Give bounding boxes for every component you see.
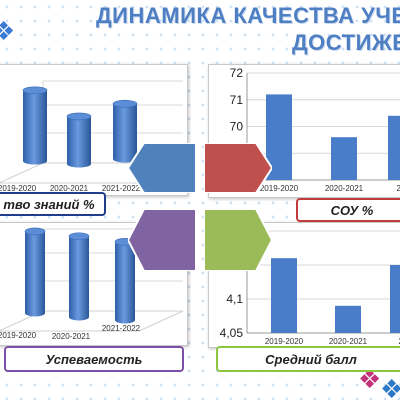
x-tick-label: 2019-2020 — [260, 184, 299, 193]
page-title: ДИНАМИКА КАЧЕСТВА УЧЕБ ДОСТИЖЕ — [96, 2, 400, 56]
bar-2020-2021 — [69, 236, 89, 321]
x-tick-label: 20 — [397, 184, 400, 193]
bar-top — [66, 112, 92, 121]
bar-top — [24, 227, 46, 236]
x-tick-label: 20 — [399, 337, 400, 346]
tick-label: 2019-2020 — [0, 184, 37, 193]
bar-2020-2021 — [335, 305, 361, 333]
tick-label: 2019-2020 — [0, 331, 37, 340]
tick-label: 2020-2021 — [52, 332, 91, 341]
bar-2021-2022 — [388, 115, 400, 180]
puzzle-piece-icon-bottom-right: ❖ — [358, 364, 382, 394]
bar-top — [112, 99, 138, 108]
chart-floor — [0, 310, 184, 332]
bar-2020-2021 — [331, 137, 357, 180]
label-sou: СОУ % — [296, 198, 400, 222]
label-progress: Успеваемость — [4, 346, 184, 372]
arrow-right-up-icon — [204, 143, 272, 193]
chart-progress-svg: 2019-2020 2020-2021 2021-2022 — [0, 227, 184, 341]
bar-2021-2022 — [390, 265, 400, 333]
y-tick-label: 4,1 — [226, 292, 243, 306]
tick-label: 2020-2021 — [50, 184, 89, 193]
y-tick-label: 70 — [230, 120, 244, 134]
bar-2020-2021 — [67, 116, 91, 168]
puzzle-piece-icon-bottom-right-2: ❖ — [380, 374, 400, 404]
tick-label: 2021-2022 — [102, 184, 141, 193]
bar-2021-2022 — [115, 241, 135, 324]
bar-top — [22, 86, 48, 95]
chart-panel-quality: 2019-2020 2020-2021 2021-2022 — [0, 64, 188, 196]
chart-quality-svg: 2019-2020 2020-2021 2021-2022 — [0, 80, 184, 193]
arrow-right-down-icon — [204, 209, 272, 271]
y-tick-label: 4,05 — [220, 326, 244, 340]
label-avg: Средний балл — [216, 346, 400, 372]
bar-top — [68, 232, 90, 241]
bar-2019-2020 — [271, 258, 297, 333]
title-line-2: ДОСТИЖЕ — [292, 30, 400, 55]
label-quality: тво знаний % — [0, 192, 106, 216]
x-tick-label: 2020-2021 — [325, 184, 364, 193]
y-tick-label: 71 — [230, 93, 244, 107]
puzzle-piece-icon-top-left: ❖ — [0, 16, 16, 46]
x-tick-label: 2020-2021 — [329, 337, 368, 346]
arrow-left-up-icon — [128, 143, 196, 193]
y-tick-label: 72 — [230, 66, 244, 80]
bar-2021-2022 — [113, 103, 137, 163]
bar-2019-2020 — [25, 231, 45, 317]
bar-2019-2020 — [23, 90, 47, 165]
x-tick-label: 2019-2020 — [265, 337, 304, 346]
title-line-1: ДИНАМИКА КАЧЕСТВА УЧЕБ — [96, 3, 400, 28]
tick-label: 2021-2022 — [102, 324, 141, 333]
arrow-left-down-icon — [128, 209, 196, 271]
